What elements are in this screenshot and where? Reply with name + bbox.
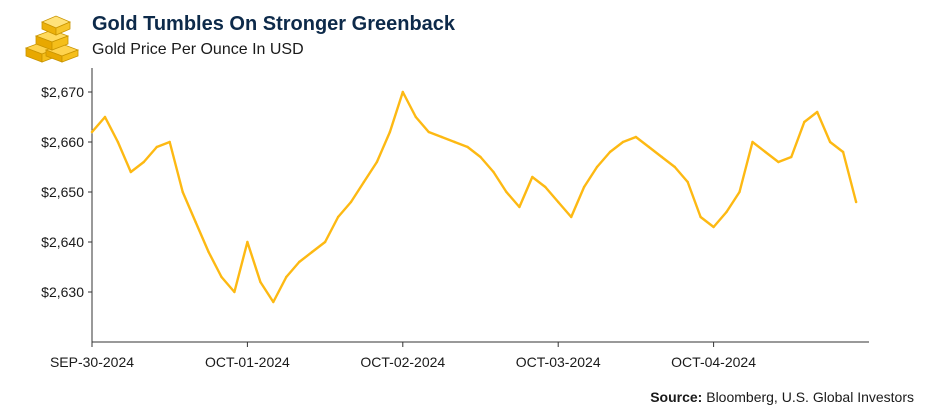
price-point — [725, 210, 728, 214]
price-point — [246, 240, 249, 244]
price-point — [168, 140, 171, 144]
price-point — [518, 205, 521, 209]
price-point — [129, 170, 132, 174]
price-point — [466, 145, 469, 149]
price-point — [272, 300, 275, 304]
price-point — [142, 160, 145, 164]
price-point — [570, 215, 573, 219]
price-point — [841, 150, 845, 154]
price-point — [427, 130, 430, 134]
price-point — [544, 185, 547, 189]
price-point — [660, 155, 663, 159]
price-point — [816, 110, 819, 114]
price-point — [362, 180, 366, 184]
price-point — [414, 115, 417, 119]
price-point — [608, 150, 612, 154]
price-point — [207, 250, 210, 254]
x-tick-label: OCT-01-2024 — [205, 354, 290, 370]
price-point — [233, 290, 236, 294]
price-point — [699, 215, 702, 219]
price-point — [401, 90, 404, 94]
price-point — [310, 250, 314, 254]
price-point — [349, 200, 353, 204]
y-tick-label: $2,630 — [41, 284, 84, 300]
y-tick-label: $2,650 — [41, 184, 84, 200]
price-point — [828, 140, 832, 144]
price-point — [453, 140, 456, 144]
price-point — [803, 120, 806, 124]
y-tick-label: $2,660 — [41, 134, 84, 150]
price-point — [298, 260, 301, 264]
price-point — [621, 140, 625, 144]
y-tick-label: $2,670 — [41, 84, 84, 100]
price-point — [595, 165, 599, 169]
price-point — [323, 240, 327, 244]
source-label: Source: — [650, 389, 703, 405]
price-point — [751, 140, 754, 144]
price-point — [479, 155, 482, 159]
price-point — [854, 200, 858, 204]
price-point — [440, 135, 443, 139]
price-point — [764, 150, 767, 154]
price-point — [712, 225, 715, 229]
x-tick-label: OCT-03-2024 — [516, 354, 601, 370]
price-point — [155, 145, 158, 149]
x-tick-label: SEP-30-2024 — [50, 354, 134, 370]
price-point — [790, 155, 793, 159]
price-point — [777, 160, 780, 164]
price-point — [686, 180, 689, 184]
price-point — [116, 140, 120, 144]
price-point — [220, 275, 223, 279]
price-point — [505, 190, 508, 194]
price-point — [388, 130, 392, 134]
chart-subtitle: Gold Price Per Ounce In USD — [92, 41, 304, 58]
price-point — [285, 275, 288, 279]
source-note: Source: Bloomberg, U.S. Global Investors — [650, 389, 914, 405]
price-point — [194, 220, 197, 224]
price-point — [531, 175, 534, 179]
x-tick-label: OCT-04-2024 — [671, 354, 756, 370]
price-point — [647, 145, 651, 149]
x-tick-label: OCT-02-2024 — [360, 354, 445, 370]
price-point — [557, 200, 560, 204]
price-point — [103, 115, 107, 119]
price-point — [492, 170, 495, 174]
chart-title: Gold Tumbles On Stronger Greenback — [92, 13, 456, 35]
price-series-line — [90, 90, 858, 304]
price-point — [181, 190, 184, 194]
price-point — [634, 135, 638, 139]
y-tick-label: $2,640 — [41, 234, 84, 250]
price-point — [582, 185, 586, 189]
price-point — [375, 160, 379, 164]
price-point — [673, 165, 676, 169]
price-point — [259, 280, 262, 284]
price-point — [738, 190, 741, 194]
source-text: Bloomberg, U.S. Global Investors — [702, 389, 914, 405]
price-point — [90, 130, 94, 134]
gold-bars-icon — [24, 15, 80, 63]
price-point — [336, 215, 340, 219]
